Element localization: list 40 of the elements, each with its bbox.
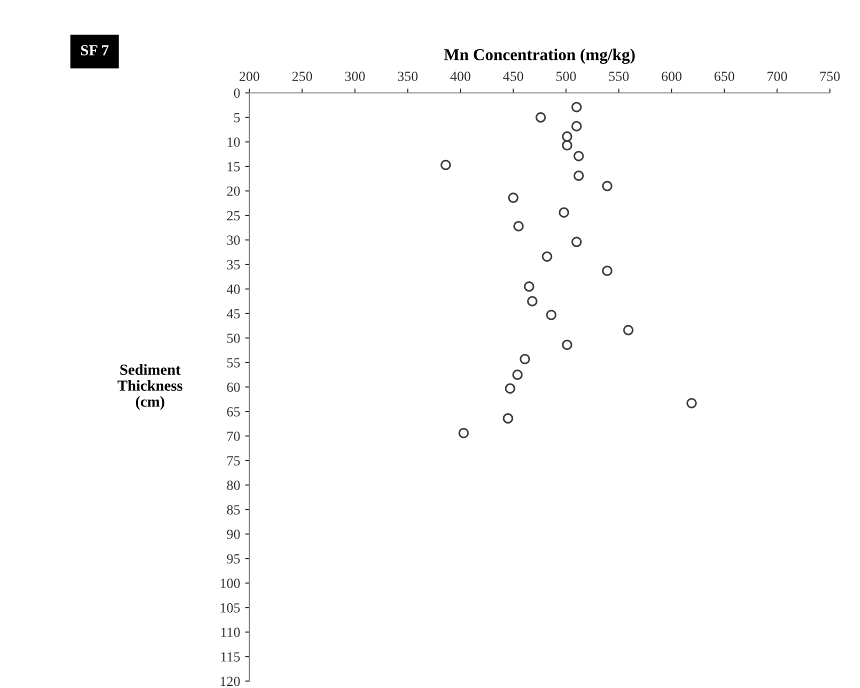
y-tick-label: 75 xyxy=(227,456,240,466)
y-tick-label: 35 xyxy=(227,260,240,270)
y-tick-label: 0 xyxy=(234,88,240,98)
y-tick-label: 15 xyxy=(228,162,240,172)
x-axis-title: Mn Concentration (mg/kg) xyxy=(444,48,635,64)
x-tick-label: 200 xyxy=(240,72,260,82)
y-tick-label: 40 xyxy=(226,284,240,294)
x-tick-label: 650 xyxy=(714,72,734,82)
y-tick-label: 100 xyxy=(220,578,240,588)
y-tick-label: 70 xyxy=(227,432,240,441)
text: SF 7 xyxy=(81,45,109,56)
y-tick-label: 25 xyxy=(227,211,240,220)
y-tick-label: 95 xyxy=(226,554,240,564)
x-tick-label: 350 xyxy=(398,72,418,82)
y-tick-label: 50 xyxy=(227,334,240,343)
y-tick-label: 115 xyxy=(221,652,240,662)
x-tick-label: 400 xyxy=(450,72,470,82)
x-tick-label: 750 xyxy=(820,72,840,82)
x-tick-label: 700 xyxy=(768,72,788,82)
y-tick-label: 30 xyxy=(227,236,240,245)
y-tick-label: 105 xyxy=(220,603,240,613)
y-tick-label: 20 xyxy=(227,186,240,196)
x-tick-label: 300 xyxy=(345,72,365,82)
y-tick-label: 110 xyxy=(221,628,240,638)
x-tick-label: 550 xyxy=(609,72,629,82)
y-tick-label: 80 xyxy=(227,480,240,490)
x-tick-label: 250 xyxy=(292,72,312,82)
x-tick-label: 500 xyxy=(556,72,576,82)
y-axis-title: Sediment Thickness (cm) xyxy=(118,364,182,410)
x-tick-label: 600 xyxy=(662,72,682,82)
x-tick-label: 450 xyxy=(503,72,524,82)
y-tick-label: 85 xyxy=(227,505,240,515)
y-tick-label: 65 xyxy=(227,407,240,416)
y-tick-label: 90 xyxy=(226,530,240,540)
y-tick-label: 60 xyxy=(227,382,240,392)
y-tick-label: 55 xyxy=(227,358,240,368)
y-tick-label: 5 xyxy=(234,113,240,122)
y-tick-label: 10 xyxy=(228,137,240,147)
y-tick-label: 45 xyxy=(226,309,240,318)
y-tick-label: 120 xyxy=(220,676,240,686)
